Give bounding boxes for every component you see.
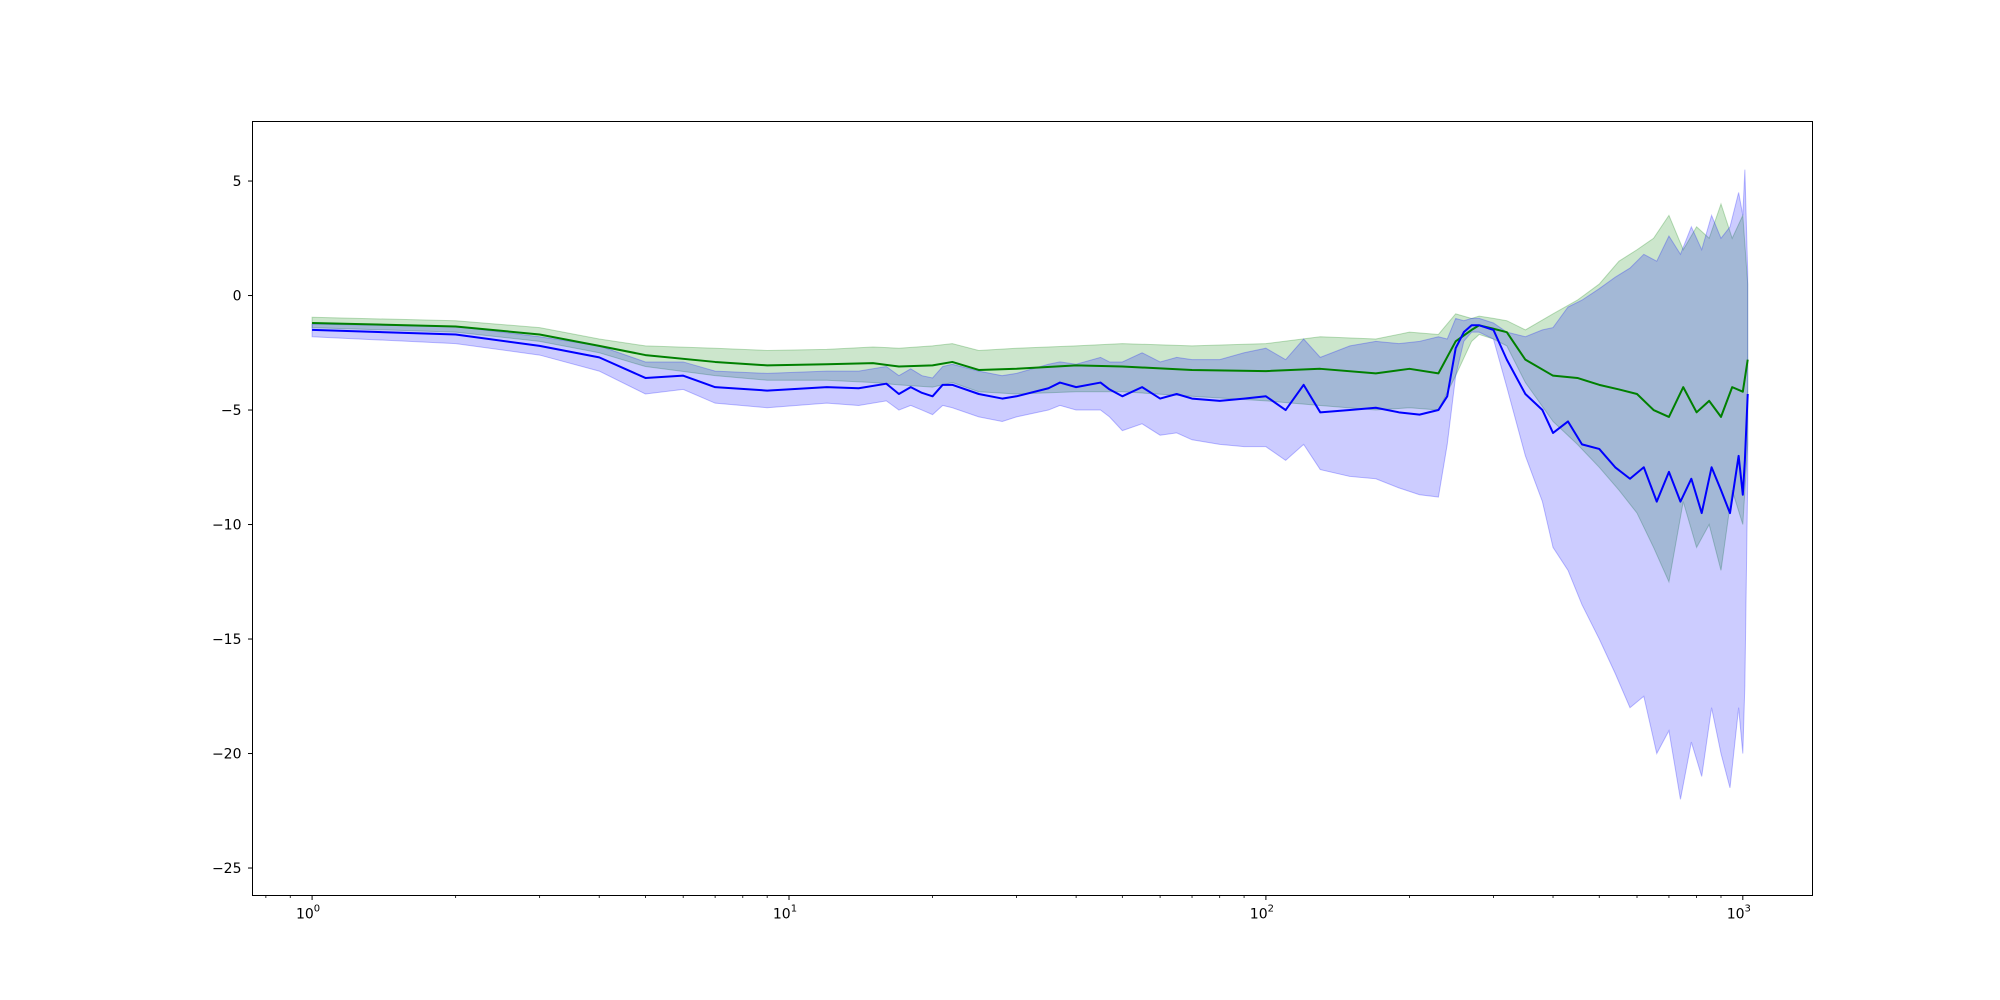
x-tick-base: 10 <box>773 907 791 923</box>
series-line-1 <box>312 324 1749 515</box>
x-tick-exponent: 0 <box>314 904 320 915</box>
x-tick-exponent: 2 <box>1268 904 1274 915</box>
y-tick-label: −25 <box>212 861 242 877</box>
x-tick-exponent: 3 <box>1745 904 1751 915</box>
plot-frame <box>252 121 1813 896</box>
series-band-1 <box>311 169 1749 800</box>
x-tick-label: 102 <box>1250 904 1274 923</box>
x-tick-base: 10 <box>296 907 314 923</box>
series-lines <box>312 322 1749 515</box>
x-tick-label: 103 <box>1727 904 1751 923</box>
x-tick-label: 100 <box>296 904 320 923</box>
y-tick-label: −20 <box>212 747 242 763</box>
y-tick-label: 0 <box>233 289 242 305</box>
x-tick-base: 10 <box>1727 907 1745 923</box>
y-axis: 5 0 −5 −10 −15 −20 −25 <box>212 174 253 877</box>
y-tick-label: −15 <box>212 632 242 648</box>
confidence-bands <box>311 169 1749 800</box>
x-tick-label: 101 <box>773 904 797 923</box>
x-tick-exponent: 1 <box>791 904 797 915</box>
y-tick-label: −5 <box>221 403 242 419</box>
x-tick-base: 10 <box>1250 907 1268 923</box>
y-tick-label: 5 <box>233 174 242 190</box>
x-axis: 100 101 102 103 <box>265 895 1751 923</box>
y-tick-label: −10 <box>212 518 242 534</box>
series-line-0 <box>312 322 1749 418</box>
